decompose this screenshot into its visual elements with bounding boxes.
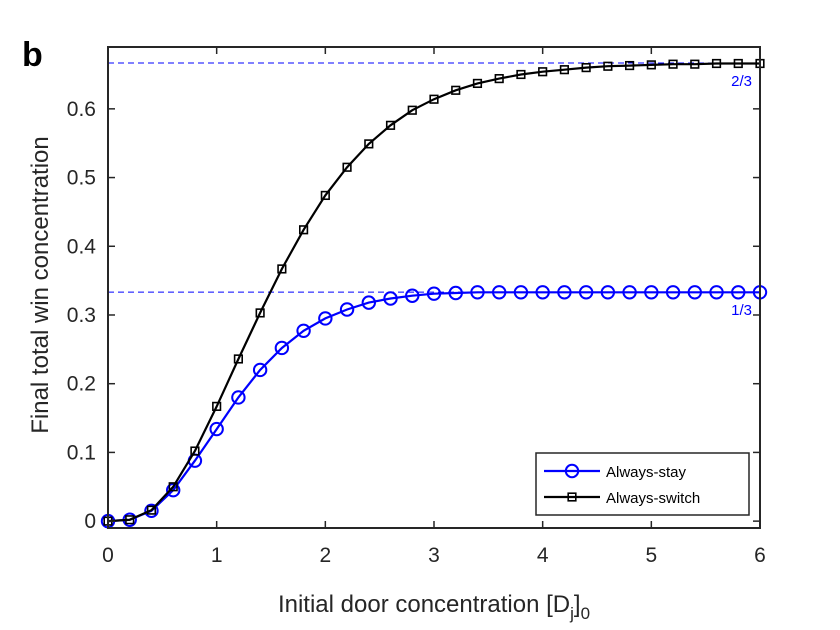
data-point (472, 78, 483, 89)
data-point (603, 61, 613, 71)
data-point (711, 58, 722, 69)
x-tick-label: 4 (537, 544, 549, 567)
data-point (405, 288, 420, 303)
data-point (231, 390, 246, 405)
y-tick-label: 0.6 (67, 98, 96, 121)
data-point (364, 139, 374, 149)
data-point (339, 302, 355, 317)
legend-marker (564, 463, 580, 479)
x-tick-label: 0 (102, 544, 114, 567)
data-point (252, 362, 268, 378)
x-tick-label: 5 (645, 544, 657, 567)
reference-line-label: 1/3 (731, 302, 752, 319)
data-point (318, 311, 333, 326)
data-point (581, 63, 591, 73)
reference-line-label: 2/3 (731, 73, 752, 90)
data-point (578, 285, 594, 300)
data-point (513, 285, 529, 300)
data-point (622, 285, 637, 300)
y-axis-label: Final total win concentration (27, 136, 54, 434)
legend-marker (567, 492, 577, 502)
data-point (559, 65, 569, 75)
data-point (209, 421, 224, 437)
data-point (298, 225, 309, 235)
series-line (107, 62, 760, 523)
data-point (146, 505, 157, 515)
y-tick-label: 0.5 (67, 167, 96, 190)
data-point (233, 354, 244, 364)
data-point (687, 285, 702, 300)
y-tick-label: 0.1 (67, 441, 96, 464)
x-axis-label-close: ] (574, 591, 581, 618)
data-point (212, 401, 222, 411)
data-point (342, 162, 352, 172)
data-point (274, 340, 290, 356)
data-point (557, 285, 572, 300)
y-tick-label: 0.4 (67, 235, 97, 258)
data-point (407, 105, 417, 115)
data-point (668, 59, 678, 69)
data-point (451, 85, 461, 95)
data-point (320, 190, 330, 201)
data-point (494, 74, 504, 84)
data-point (166, 483, 181, 498)
data-point (383, 291, 398, 306)
data-point (733, 58, 743, 69)
data-point (361, 295, 376, 310)
data-point (646, 60, 656, 70)
y-tick-label: 0 (84, 510, 96, 533)
series-line (107, 291, 760, 523)
x-tick-label: 1 (211, 544, 223, 567)
data-point (168, 482, 178, 492)
x-tick-label: 6 (754, 544, 766, 567)
legend-label: Always-switch (606, 490, 700, 507)
data-point (190, 446, 200, 456)
data-point (600, 285, 616, 300)
data-point (296, 323, 311, 338)
data-point (516, 69, 526, 80)
x-axis-label-sub: j (569, 604, 574, 623)
legend-box (535, 452, 750, 516)
data-point (470, 285, 485, 300)
legend-label: Always-stay (606, 464, 687, 481)
plot-area: 2/3 1/3 0 1 2 3 4 5 6 0 0.1 0.2 0.3 0.4 0.5 0.6 Always-s… (67, 46, 768, 567)
data-point (492, 285, 507, 300)
data-point (277, 264, 287, 274)
panel-label: b (22, 36, 43, 74)
data-point (644, 285, 659, 300)
data-point (385, 120, 396, 130)
data-point (665, 285, 681, 300)
data-point (144, 503, 159, 519)
y-tick-label: 0.2 (67, 373, 96, 396)
data-point (255, 308, 265, 318)
data-point (125, 515, 135, 525)
x-axis-label-sub2: 0 (581, 604, 590, 623)
data-point (426, 286, 442, 301)
data-point (624, 60, 635, 71)
data-point (448, 285, 463, 301)
x-axis-label: Initial door concentration [Dj]0 (278, 591, 590, 623)
data-point (535, 285, 550, 300)
data-point (538, 67, 548, 77)
data-point (690, 59, 700, 69)
x-axis-label-main: Initial door concentration [D (278, 591, 570, 618)
x-tick-label: 2 (319, 544, 331, 567)
data-point (429, 94, 439, 104)
data-point (731, 285, 746, 300)
x-tick-label: 3 (428, 544, 440, 567)
data-point (709, 285, 724, 300)
y-tick-label: 0.3 (67, 304, 96, 327)
